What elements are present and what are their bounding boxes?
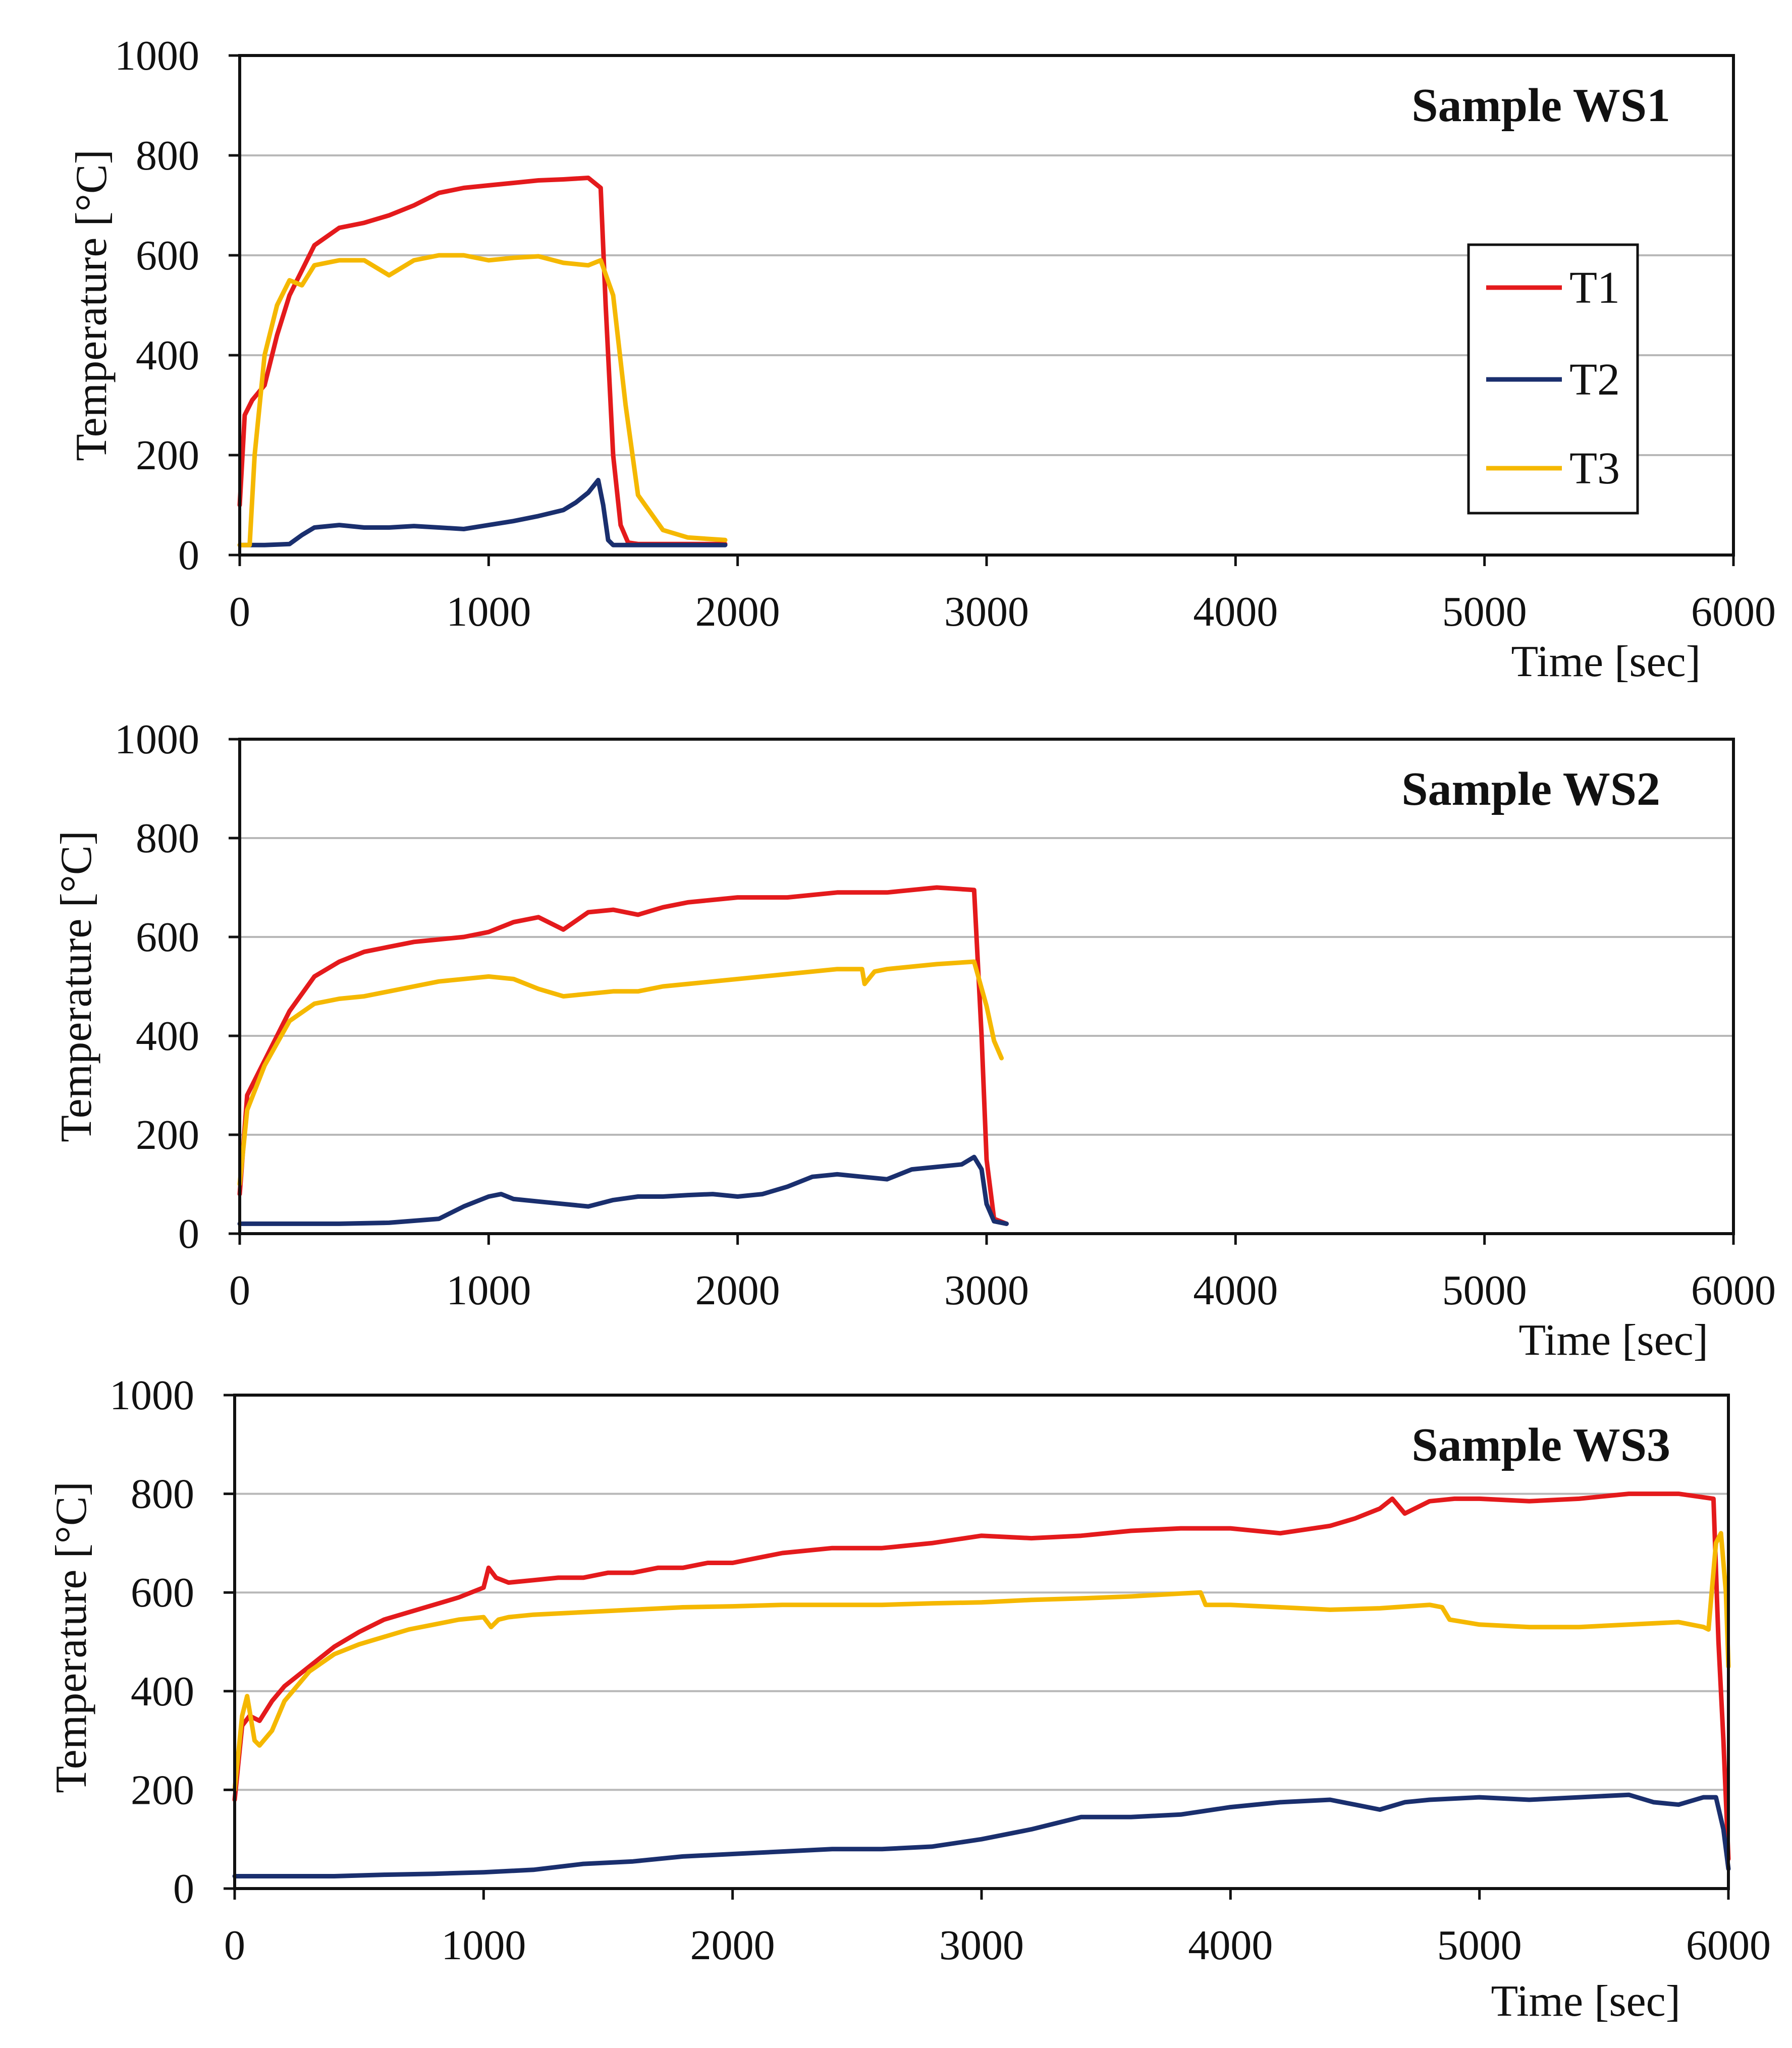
x-tick-label: 4000 <box>1193 1267 1278 1314</box>
legend-label-t1: T1 <box>1569 263 1620 313</box>
y-tick-label: 1000 <box>110 1372 194 1419</box>
y-tick-label: 600 <box>131 1569 194 1616</box>
chart-title: Sample WS3 <box>1411 1419 1670 1471</box>
series-line-t3 <box>232 1531 1731 1792</box>
y-tick-label: 200 <box>136 432 199 479</box>
series-line-t2 <box>237 478 728 547</box>
x-axis-title: Time [sec] <box>1491 1977 1680 2026</box>
series-group <box>232 1491 1731 1878</box>
series-line-t3 <box>237 959 1004 1187</box>
series-line-t2 <box>237 1154 1009 1226</box>
y-tick-label: 800 <box>136 815 199 862</box>
chart-panel-ws1: 0 200 400 600 800 1000 0 1000 2000 3000 4000 5000 6… <box>67 32 1776 686</box>
x-tick-label: 0 <box>229 1267 250 1314</box>
series-line-t2 <box>232 1792 1731 1878</box>
x-axis-title: Time [sec] <box>1511 637 1701 686</box>
x-tick-label: 1000 <box>446 588 531 635</box>
x-tick-label: 0 <box>229 588 250 635</box>
y-tick-labels: 0 200 400 600 800 1000 <box>110 1372 235 1912</box>
y-tick-label: 1000 <box>115 32 199 79</box>
x-tick-label: 4000 <box>1193 588 1278 635</box>
y-tick-labels: 0 200 400 600 800 1000 <box>115 32 240 579</box>
y-axis-title: Temperature [°C] <box>52 831 101 1142</box>
x-tick-label: 6000 <box>1686 1922 1771 1969</box>
y-tick-label: 200 <box>131 1766 194 1813</box>
y-tick-label: 0 <box>173 1865 194 1912</box>
x-tick-label: 3000 <box>944 1267 1029 1314</box>
x-tick-label: 3000 <box>944 588 1029 635</box>
y-tick-labels: 0 200 400 600 800 1000 <box>115 716 240 1257</box>
x-tick-label: 1000 <box>441 1922 526 1969</box>
legend-label-t2: T2 <box>1569 355 1620 405</box>
series-group <box>237 176 728 547</box>
x-tick-label: 5000 <box>1442 1267 1527 1314</box>
x-axis-title: Time [sec] <box>1518 1316 1708 1362</box>
x-tick-labels: 0 1000 2000 3000 4000 5000 6000 <box>224 1889 1771 1969</box>
series-line-t1 <box>232 1491 1731 1861</box>
y-tick-label: 600 <box>136 914 199 961</box>
chart-panel-ws2: 0 200 400 600 800 1000 0 1000 2000 3000 4000 5000 6… <box>52 716 1776 1362</box>
y-axis-title: Temperature [°C] <box>47 1481 96 1793</box>
x-tick-label: 0 <box>224 1922 245 1969</box>
x-tick-label: 6000 <box>1691 1267 1776 1314</box>
x-tick-label: 4000 <box>1188 1922 1273 1969</box>
x-tick-label: 2000 <box>690 1922 775 1969</box>
x-tick-label: 2000 <box>695 588 780 635</box>
x-tick-labels: 0 1000 2000 3000 4000 5000 6000 <box>229 1234 1776 1314</box>
x-tick-label: 5000 <box>1437 1922 1522 1969</box>
series-group <box>237 885 1009 1226</box>
y-tick-label: 1000 <box>115 716 199 763</box>
x-tick-label: 3000 <box>939 1922 1024 1969</box>
series-line-t3 <box>237 253 728 547</box>
y-axis-title: Temperature [°C] <box>67 149 116 461</box>
gridlines <box>240 837 1733 1136</box>
chart-title: Sample WS2 <box>1401 763 1660 815</box>
y-tick-label: 400 <box>136 1013 199 1060</box>
legend: T1 T2 T3 <box>1467 243 1639 515</box>
series-line-t1 <box>237 176 728 546</box>
x-tick-label: 1000 <box>446 1267 531 1314</box>
x-tick-label: 2000 <box>695 1267 780 1314</box>
chart-title: Sample WS1 <box>1411 79 1670 132</box>
y-tick-label: 600 <box>136 232 199 279</box>
y-tick-label: 0 <box>178 532 199 579</box>
y-tick-label: 400 <box>131 1668 194 1715</box>
x-tick-label: 6000 <box>1691 588 1776 635</box>
series-line-t1 <box>237 885 1009 1226</box>
chart-panel-ws3: 0 200 400 600 800 1000 0 1000 2000 3000 4000 5000 6… <box>47 1372 1771 2026</box>
y-tick-label: 800 <box>131 1471 194 1518</box>
x-tick-label: 5000 <box>1442 588 1527 635</box>
gridlines <box>235 1492 1728 1791</box>
x-tick-labels: 0 1000 2000 3000 4000 5000 6000 <box>229 555 1776 635</box>
y-tick-label: 0 <box>178 1210 199 1257</box>
y-tick-label: 800 <box>136 132 199 179</box>
y-tick-label: 200 <box>136 1112 199 1158</box>
y-tick-label: 400 <box>136 332 199 379</box>
legend-label-t3: T3 <box>1569 444 1620 493</box>
